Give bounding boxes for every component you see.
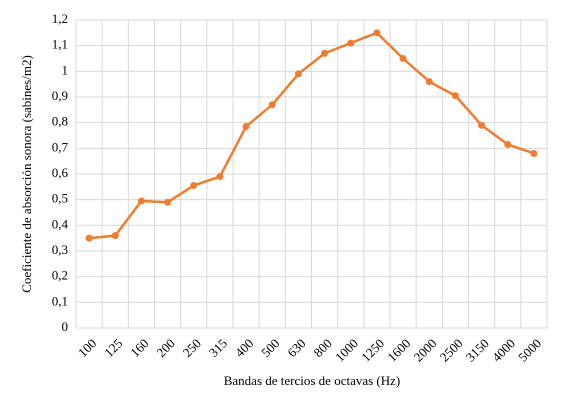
x-tick-label: 100	[75, 336, 99, 360]
point	[190, 182, 198, 190]
x-tick-label: 2000	[410, 336, 439, 365]
x-tick-label: 3150	[463, 336, 492, 365]
x-tick-label: 1000	[332, 336, 361, 365]
point	[85, 234, 93, 242]
point	[111, 232, 119, 240]
x-axis-title: Bandas de tercios de octavas (Hz)	[224, 373, 401, 388]
y-tick-label: 1,1	[52, 37, 68, 52]
x-tick-label: 800	[310, 336, 334, 360]
x-tick-label: 5000	[515, 336, 544, 365]
point	[451, 92, 459, 100]
x-tick-label: 200	[153, 336, 177, 360]
x-tick-label: 2500	[437, 336, 466, 365]
y-tick-label: 0,1	[52, 293, 68, 308]
point	[294, 70, 302, 78]
point	[373, 29, 381, 37]
y-axis-title: Coeficiente de absorción sonora (sabines…	[19, 55, 34, 293]
y-tick-label: 0,6	[52, 165, 69, 180]
x-tick-label: 315	[206, 336, 230, 360]
y-tick-label: 0,3	[52, 242, 68, 257]
y-tick-label: 0	[62, 319, 69, 334]
x-tick-label: 500	[258, 336, 282, 360]
x-tick-label: 1250	[358, 336, 387, 365]
point	[478, 121, 486, 129]
line	[88, 31, 535, 240]
y-tick-label: 0,7	[52, 139, 69, 154]
x-tick-label: 250	[180, 336, 204, 360]
y-tick-label: 1,2	[52, 11, 68, 26]
point	[321, 49, 329, 57]
y-tick-label: 0,2	[52, 268, 68, 283]
point	[504, 140, 512, 148]
y-tick-label: 0,9	[52, 88, 68, 103]
point	[242, 123, 250, 131]
point	[137, 197, 145, 205]
point	[347, 39, 355, 47]
y-tick-label: 0,4	[52, 216, 69, 231]
x-tick-label: 4000	[489, 336, 518, 365]
point	[399, 55, 407, 62]
y-tick-label: 0,5	[52, 191, 68, 206]
point	[530, 149, 538, 157]
x-tick-label: 630	[284, 336, 308, 360]
x-tick-label: 160	[127, 336, 151, 360]
y-tick-label: 0,8	[52, 114, 68, 129]
x-tick-label: 125	[101, 336, 125, 360]
point	[425, 78, 433, 86]
x-tick-label: 400	[232, 336, 256, 360]
x-tick-label: 1600	[384, 336, 413, 365]
point	[164, 198, 172, 206]
point	[216, 173, 224, 181]
point	[268, 101, 276, 109]
y-tick-label: 1	[62, 62, 69, 77]
